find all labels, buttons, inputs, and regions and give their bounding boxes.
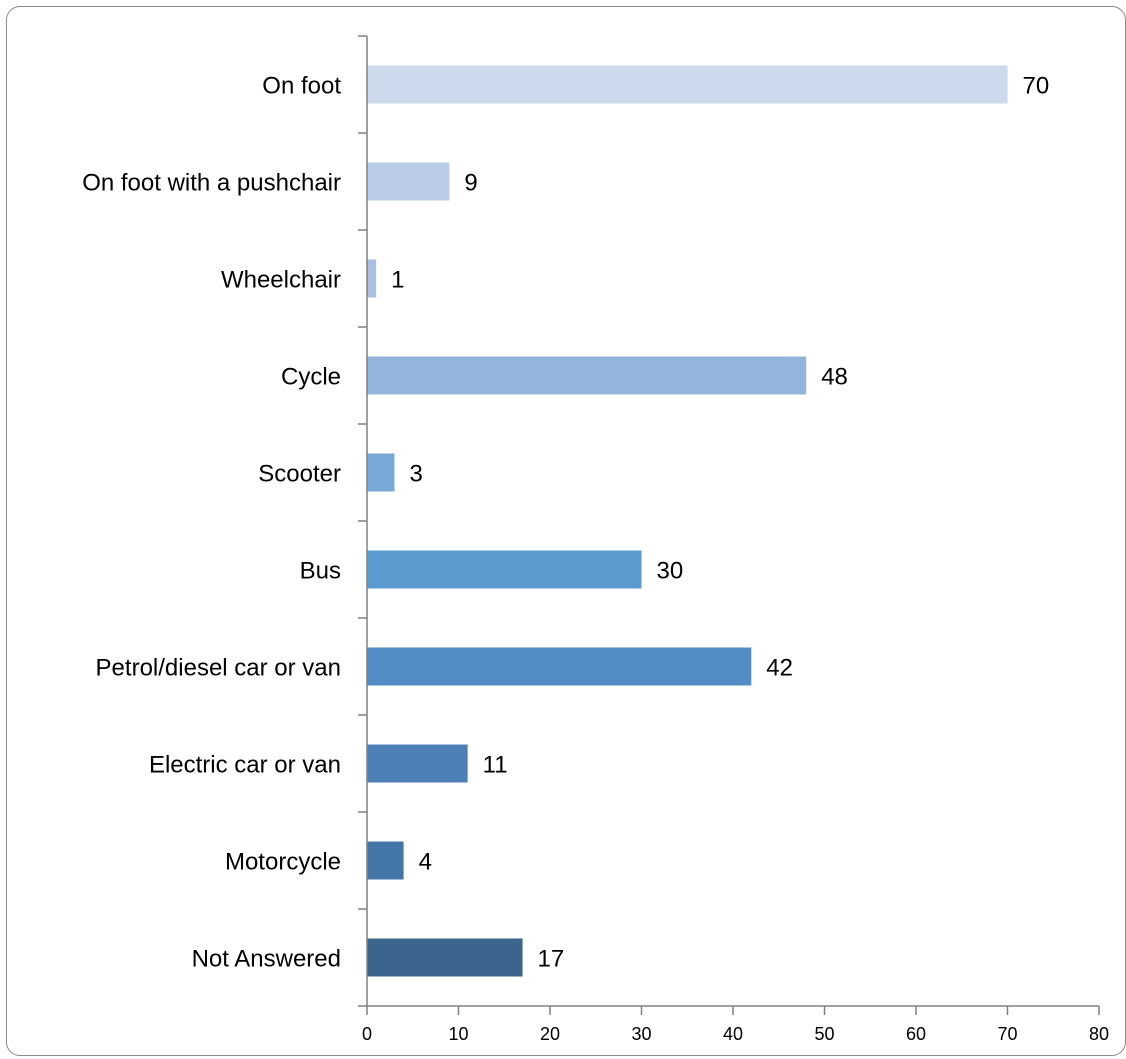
bar-7 [367,744,468,783]
bar-3 [367,356,807,395]
data-label: 42 [766,655,793,682]
x-tick-label: 20 [540,1024,560,1044]
bar-8 [367,841,404,880]
data-label: 1 [391,267,404,294]
data-label: 17 [538,946,565,973]
data-label: 70 [1023,73,1050,100]
x-tick-label: 70 [997,1024,1017,1044]
x-tick-label: 40 [723,1024,743,1044]
data-label: 3 [409,461,422,488]
bar-6 [367,647,752,686]
x-tick-label: 80 [1089,1024,1109,1044]
category-label: Motorcycle [225,849,341,876]
bar-9 [367,938,523,977]
category-label: Wheelchair [221,267,341,294]
bar-0 [367,65,1008,104]
category-label: On foot [262,73,341,100]
data-label: 48 [821,364,848,391]
chart-frame [6,6,1126,1056]
category-label: Petrol/diesel car or van [96,655,341,682]
labels-group: On foot 70 On foot with a pushchair 9 Wheelc… [82,73,1109,1045]
bars-group [367,65,1008,977]
category-label: Bus [300,558,341,585]
category-label: Scooter [258,461,341,488]
x-tick-label: 10 [448,1024,468,1044]
x-tick-label: 60 [906,1024,926,1044]
category-label: On foot with a pushchair [82,170,341,197]
bar-2 [367,259,377,298]
category-label: Cycle [281,364,341,391]
axes-group [358,35,1100,1015]
x-tick-label: 30 [631,1024,651,1044]
data-label: 11 [483,752,508,779]
category-label: Electric car or van [149,752,341,779]
data-label: 30 [657,558,684,585]
bar-1 [367,162,450,201]
category-label: Not Answered [192,946,341,973]
bar-4 [367,453,395,492]
bar-5 [367,550,642,589]
data-label: 9 [464,170,477,197]
data-label: 4 [419,849,432,876]
x-tick-label: 50 [814,1024,834,1044]
x-tick-label: 0 [362,1024,372,1044]
